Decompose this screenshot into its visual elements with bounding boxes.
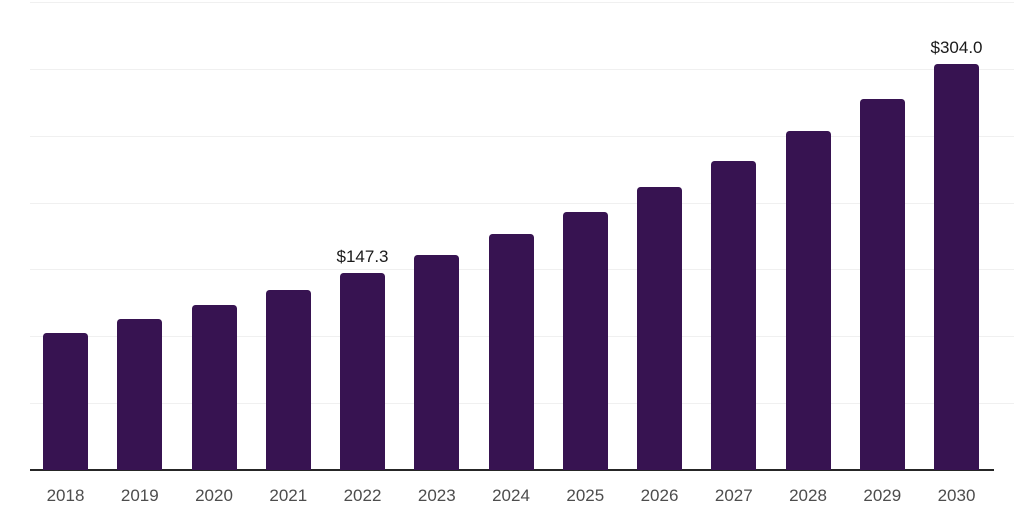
bar-2026 — [637, 187, 682, 470]
bar-2019 — [117, 319, 163, 470]
x-tick-2026: 2026 — [640, 486, 679, 505]
x-tick-2028: 2028 — [789, 486, 827, 505]
x-tick-2024: 2024 — [492, 486, 530, 505]
bar-2020 — [191, 305, 237, 470]
x-tick-2020: 2020 — [195, 486, 233, 505]
x-tick-2030: 2030 — [937, 486, 976, 505]
gridline-300 — [30, 68, 1014, 70]
bar-2027 — [711, 160, 757, 470]
x-tick-2021: 2021 — [269, 486, 308, 505]
x-tick-2023: 2023 — [417, 486, 456, 505]
bar-2024 — [488, 234, 534, 470]
x-axis-line — [30, 469, 994, 471]
value-label-2030: $304.0 — [930, 37, 983, 57]
bar-2029 — [859, 98, 905, 470]
gridline-200 — [30, 202, 1014, 204]
bar-2021 — [265, 290, 311, 470]
bar-2030 — [934, 63, 979, 470]
x-tick-2029: 2029 — [863, 486, 902, 505]
bar-2028 — [785, 130, 831, 470]
gridline-350 — [30, 2, 1014, 3]
bar-2023 — [414, 254, 460, 470]
x-tick-2018: 2018 — [46, 486, 85, 505]
bar-2022 — [340, 273, 385, 470]
x-tick-2025: 2025 — [566, 486, 605, 505]
x-tick-2019: 2019 — [120, 486, 159, 505]
bar-2025 — [562, 211, 608, 470]
gridline-250 — [30, 135, 1014, 137]
x-tick-2027: 2027 — [714, 486, 753, 505]
value-label-2022: $147.3 — [336, 247, 389, 266]
x-tick-2022: 2022 — [343, 486, 382, 505]
bar-2018 — [43, 332, 88, 470]
